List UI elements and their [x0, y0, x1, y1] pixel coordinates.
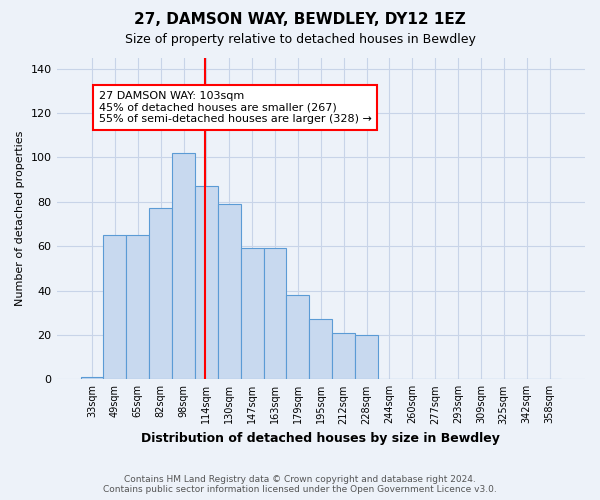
- Bar: [80, 377, 103, 380]
- Bar: [263, 248, 286, 380]
- Bar: [172, 153, 195, 380]
- Bar: [149, 208, 172, 380]
- Bar: [103, 235, 127, 380]
- Bar: [310, 320, 332, 380]
- Text: 27 DAMSON WAY: 103sqm
45% of detached houses are smaller (267)
55% of semi-detac: 27 DAMSON WAY: 103sqm 45% of detached ho…: [99, 91, 372, 124]
- Text: Size of property relative to detached houses in Bewdley: Size of property relative to detached ho…: [125, 32, 475, 46]
- Bar: [286, 295, 310, 380]
- Bar: [195, 186, 218, 380]
- Bar: [218, 204, 241, 380]
- Text: Contains HM Land Registry data © Crown copyright and database right 2024.
Contai: Contains HM Land Registry data © Crown c…: [103, 474, 497, 494]
- Y-axis label: Number of detached properties: Number of detached properties: [15, 130, 25, 306]
- Bar: [355, 335, 378, 380]
- Bar: [241, 248, 263, 380]
- Text: 27, DAMSON WAY, BEWDLEY, DY12 1EZ: 27, DAMSON WAY, BEWDLEY, DY12 1EZ: [134, 12, 466, 28]
- Bar: [127, 235, 149, 380]
- Bar: [332, 332, 355, 380]
- X-axis label: Distribution of detached houses by size in Bewdley: Distribution of detached houses by size …: [142, 432, 500, 445]
